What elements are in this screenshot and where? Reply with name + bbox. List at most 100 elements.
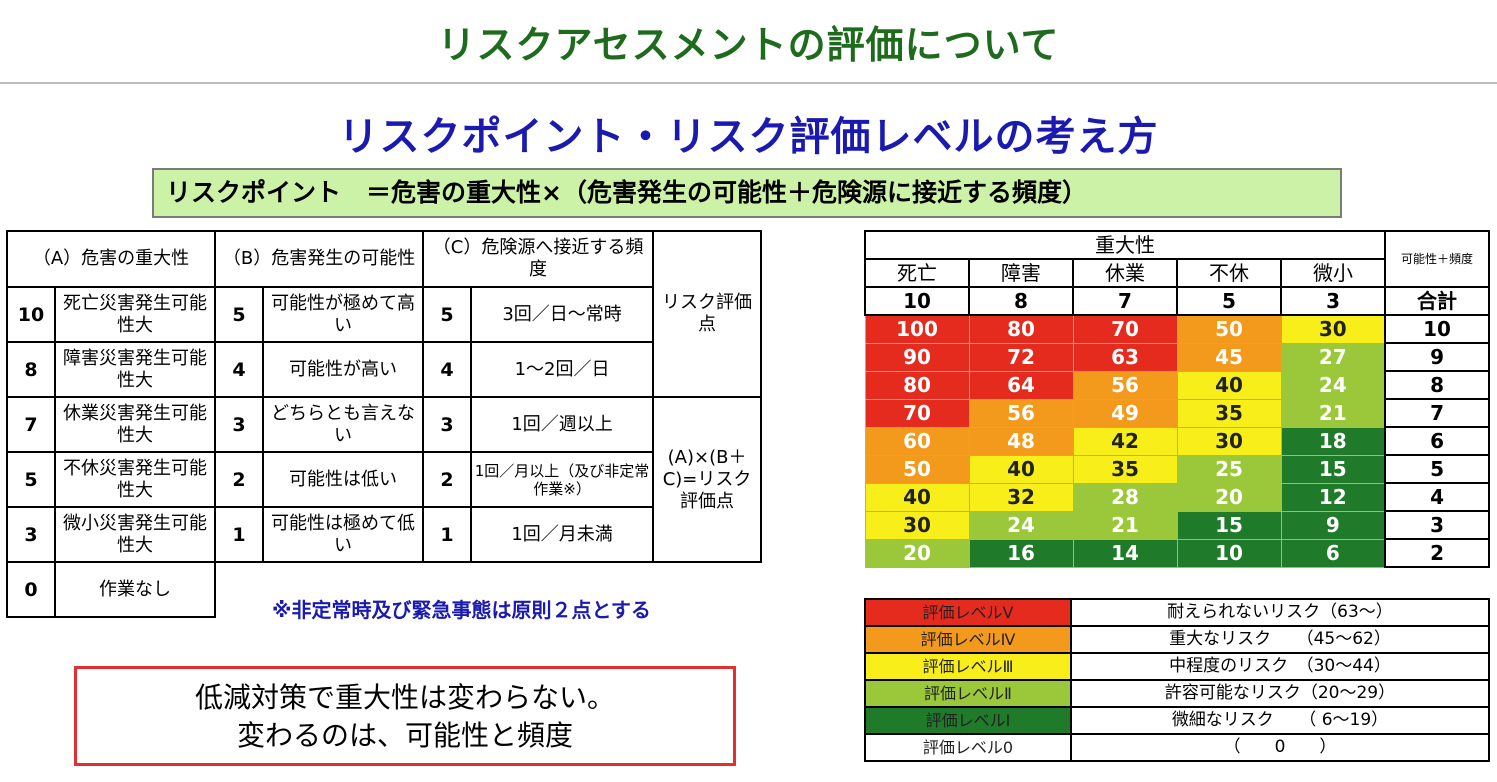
matrix-cell: 40: [864, 482, 970, 512]
matrix-row: 30 24 21 15 9 3: [864, 510, 1491, 540]
sum-value: 5: [1384, 454, 1491, 484]
severity-value: 10: [864, 286, 970, 316]
probability-point: 2: [214, 451, 265, 508]
title-divider: [0, 82, 1497, 84]
matrix-cell: 18: [1280, 426, 1386, 456]
matrix-cell: 10: [1176, 538, 1282, 568]
header-frequency: （C）危険源へ接近する頻度: [422, 230, 655, 288]
severity-value: 8: [968, 286, 1074, 316]
matrix-cell: 49: [1072, 398, 1178, 428]
matrix-cell: 27: [1280, 342, 1386, 372]
matrix-cell: 20: [1176, 482, 1282, 512]
probability-text: 可能性が高い: [262, 341, 425, 398]
matrix-row: 70 56 49 35 21 7: [864, 398, 1491, 428]
matrix-header: 重大性: [863, 230, 1387, 260]
severity-text: 死亡災害発生可能性大: [53, 286, 217, 343]
sum-value: 3: [1384, 510, 1491, 540]
probability-point: 4: [214, 341, 265, 398]
legend-level: 評価レベルⅤ: [864, 598, 1072, 627]
matrix-cell: 35: [1176, 398, 1282, 428]
matrix-cell: 56: [968, 398, 1074, 428]
message-line: 変わるのは、可能性と頻度: [236, 719, 573, 752]
matrix-cell: 21: [1280, 398, 1386, 428]
frequency-text: 1回／月以上（及び非定常作業※）: [470, 451, 655, 508]
frequency-point: 3: [422, 396, 473, 453]
matrix-cell: 16: [968, 538, 1074, 568]
header-probability: （B）危害発生の可能性: [214, 230, 425, 288]
sum-value: 9: [1384, 342, 1491, 372]
matrix-cell: 70: [864, 398, 970, 428]
matrix-cell: 15: [1176, 510, 1282, 540]
matrix-cell: 63: [1072, 342, 1178, 372]
sum-value: 6: [1384, 426, 1491, 456]
probability-text: 可能性は低い: [262, 451, 425, 508]
matrix-cell: 80: [864, 370, 970, 400]
matrix-cell: 14: [1072, 538, 1178, 568]
risk-matrix: 重大性 可能性＋頻度 死亡 障害 休業 不休 微小 10 8 7 5 3 合計 …: [863, 230, 1491, 568]
matrix-cell: 100: [864, 314, 970, 344]
matrix-cell: 40: [968, 454, 1074, 484]
matrix-cell: 72: [968, 342, 1074, 372]
matrix-cell: 24: [968, 510, 1074, 540]
matrix-cell: 21: [1072, 510, 1178, 540]
header-risk-score: リスク評価点: [652, 230, 763, 398]
matrix-cell: 80: [968, 314, 1074, 344]
legend-description: 微細なリスク （ 6～19）: [1070, 706, 1490, 735]
matrix-cell: 9: [1280, 510, 1386, 540]
severity-point: 7: [6, 396, 56, 453]
scoring-criteria-table: （A）危害の重大性 （B）危害発生の可能性 （C）危険源へ接近する頻度 リスク評…: [5, 230, 763, 618]
sum-value: 7: [1384, 398, 1491, 428]
category-label: 微小: [1279, 258, 1387, 288]
probability-text: 可能性は極めて低い: [262, 506, 425, 563]
legend-description: 許容可能なリスク（20～29）: [1070, 679, 1490, 708]
severity-point: 5: [6, 451, 56, 508]
severity-text: 休業災害発生可能性大: [53, 396, 217, 453]
matrix-row: 80 64 56 40 24 8: [864, 370, 1491, 400]
severity-text: 不休災害発生可能性大: [53, 451, 217, 508]
legend-level: 評価レベルⅣ: [864, 625, 1072, 654]
matrix-cell: 32: [968, 482, 1074, 512]
severity-text: 障害災害発生可能性大: [53, 341, 217, 398]
matrix-cell: 45: [1176, 342, 1282, 372]
matrix-cell: 56: [1072, 370, 1178, 400]
matrix-cell: 40: [1176, 370, 1282, 400]
legend-row: 評価レベルⅢ 中程度のリスク （30～44）: [864, 652, 1490, 681]
severity-value: 3: [1279, 286, 1387, 316]
sum-header: 可能性＋頻度: [1384, 230, 1491, 288]
matrix-cell: 25: [1176, 454, 1282, 484]
header-severity: （A）危害の重大性: [5, 230, 217, 288]
frequency-point: 5: [422, 286, 473, 343]
severity-point: 0: [6, 561, 56, 618]
frequency-text: 3回／日～常時: [470, 286, 655, 343]
legend-level: 評価レベル0: [864, 733, 1072, 762]
matrix-row: 20 16 14 10 6 2: [864, 538, 1491, 568]
matrix-cell: 30: [1280, 314, 1386, 344]
legend-description: 中程度のリスク （30～44）: [1070, 652, 1490, 681]
sum-value: 2: [1384, 538, 1491, 568]
sum-label: 合計: [1384, 286, 1491, 316]
note-text: ※非定常時及び緊急事態は原則２点とする: [272, 598, 651, 622]
matrix-cell: 90: [864, 342, 970, 372]
frequency-text: 1回／月未満: [470, 506, 655, 563]
frequency-point: 4: [422, 341, 473, 398]
matrix-cell: 12: [1280, 482, 1386, 512]
matrix-row: 60 48 42 30 18 6: [864, 426, 1491, 456]
probability-point: 3: [214, 396, 265, 453]
matrix-cell: 64: [968, 370, 1074, 400]
formula-box: リスクポイント ＝危害の重大性×（危害発生の可能性＋危険源に接近する頻度）: [152, 168, 1342, 218]
section-title: リスクポイント・リスク評価レベルの考え方: [338, 114, 1159, 160]
matrix-cell: 30: [864, 510, 970, 540]
legend-level: 評価レベルⅢ: [864, 652, 1072, 681]
frequency-text: 1回／週以上: [470, 396, 655, 453]
matrix-cell: 24: [1280, 370, 1386, 400]
matrix-row: 50 40 35 25 15 5: [864, 454, 1491, 484]
category-label: 休業: [1072, 258, 1178, 288]
probability-text: 可能性が極めて高い: [262, 286, 425, 343]
legend-description: 耐えられないリスク（63～）: [1070, 598, 1490, 627]
matrix-cell: 28: [1072, 482, 1178, 512]
severity-value: 7: [1072, 286, 1178, 316]
matrix-cell: 50: [864, 454, 970, 484]
legend-row: 評価レベル0 （ 0 ）: [864, 733, 1490, 762]
matrix-cell: 30: [1176, 426, 1282, 456]
probability-point: 1: [214, 506, 265, 563]
